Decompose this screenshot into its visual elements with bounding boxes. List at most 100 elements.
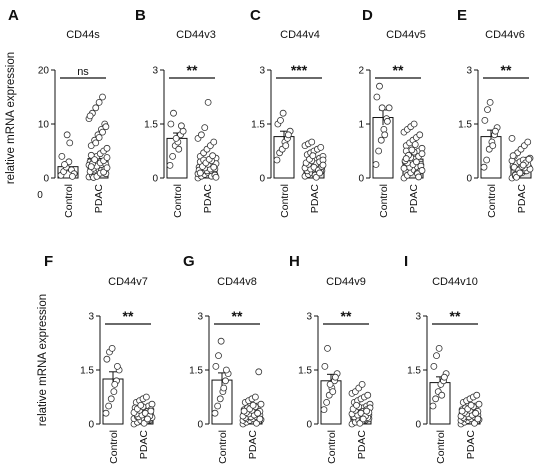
data-point <box>438 391 446 399</box>
data-point <box>95 134 103 141</box>
panel-letter: H <box>289 253 300 270</box>
category-label: Control <box>378 184 390 218</box>
data-point <box>309 152 317 160</box>
data-point <box>68 172 76 180</box>
category-label: PDAC <box>93 184 105 214</box>
data-point <box>222 366 230 374</box>
category-label: Control <box>435 430 447 464</box>
data-point <box>408 146 416 154</box>
y-tick-label: 0 <box>466 174 472 185</box>
data-point <box>410 120 418 128</box>
data-point <box>113 362 121 370</box>
panel-letter: D <box>362 7 373 24</box>
data-point <box>209 152 217 160</box>
y-tick-label: 1.5 <box>144 120 158 131</box>
data-point <box>111 380 119 388</box>
data-point <box>412 158 420 166</box>
panel-title: CD44v8 <box>217 276 257 288</box>
significance-label: ** <box>232 308 243 324</box>
category-label: PDAC <box>408 184 420 214</box>
data-point <box>458 407 466 415</box>
y-tick-label: 3 <box>415 312 421 323</box>
data-point <box>144 415 151 423</box>
data-point <box>108 344 116 352</box>
y-tick-label: 0 <box>259 174 265 185</box>
data-point <box>467 401 475 409</box>
data-point <box>400 164 408 172</box>
data-point <box>516 169 524 177</box>
y-tick-label: 0 <box>197 420 203 431</box>
data-point <box>102 409 110 417</box>
y-tick-label: 0 <box>306 420 312 431</box>
extra-zero-label: 0 <box>37 190 43 201</box>
panel-letter: G <box>183 253 195 270</box>
data-point <box>284 131 292 139</box>
y-tick-label: 1.5 <box>80 366 94 377</box>
panel-letter: F <box>44 253 53 270</box>
panel-letter: I <box>404 253 408 270</box>
panel-title: CD44v9 <box>326 276 366 288</box>
panel-title: CD44v10 <box>432 276 478 288</box>
category-label: Control <box>108 430 120 464</box>
significance-label: ** <box>501 62 512 78</box>
data-point <box>105 402 113 410</box>
data-point <box>210 138 218 146</box>
data-point <box>329 388 337 396</box>
panel-letter: E <box>457 7 467 24</box>
data-point <box>148 400 156 408</box>
data-point <box>99 128 106 136</box>
data-point <box>359 415 367 423</box>
y-tick-label: 3 <box>197 312 203 323</box>
data-point <box>212 173 220 181</box>
panel-G: G CD44v8 0 1.5 3 Control PDAC ** <box>183 253 265 464</box>
data-point <box>317 143 325 151</box>
category-label: PDAC <box>356 430 368 460</box>
data-point <box>103 154 111 161</box>
data-point <box>375 147 383 155</box>
y-tick-label: 20 <box>38 66 50 77</box>
data-point <box>475 400 483 408</box>
data-point <box>166 161 174 169</box>
data-point <box>95 99 103 106</box>
data-point <box>308 138 316 146</box>
data-point <box>429 402 437 410</box>
significance-label: ** <box>450 308 461 324</box>
data-point <box>107 395 115 403</box>
data-point <box>255 368 263 376</box>
data-point <box>320 406 328 414</box>
data-point <box>103 355 111 363</box>
panel-B: B CD44v3 0 1.5 3 Control PDAC ** <box>135 7 220 218</box>
data-point <box>170 109 177 117</box>
data-point <box>416 131 424 139</box>
panel-letter: B <box>135 7 146 24</box>
data-point <box>215 352 222 360</box>
data-point <box>63 131 71 139</box>
y-tick-label: 0 <box>415 420 421 431</box>
data-point <box>372 161 380 168</box>
panel-C: C CD44v4 0 1.5 3 Control PDAC *** <box>250 7 327 218</box>
data-point <box>211 409 219 417</box>
panel-E: E CD44v6 0 1.5 3 Control PDAC ** <box>457 7 534 218</box>
panel-title: CD44v6 <box>485 29 525 41</box>
data-point <box>418 167 426 174</box>
data-point <box>484 106 491 113</box>
data-point <box>222 377 229 385</box>
data-point <box>279 109 287 117</box>
data-point <box>525 155 533 163</box>
data-point <box>196 169 204 177</box>
y-tick-label: 10 <box>38 120 50 131</box>
data-point <box>326 380 334 388</box>
data-point <box>99 93 106 101</box>
data-point <box>249 401 257 409</box>
data-point <box>201 124 209 131</box>
data-point <box>480 163 488 171</box>
data-point <box>256 415 264 423</box>
panel-I: I CD44v10 0 1.5 3 Control PDAC ** <box>404 253 483 464</box>
data-point <box>440 373 448 381</box>
data-point <box>214 402 222 410</box>
data-point <box>61 161 68 168</box>
data-point <box>172 134 180 142</box>
data-point <box>383 117 391 125</box>
category-label: Control <box>217 430 229 464</box>
data-point <box>216 395 224 403</box>
